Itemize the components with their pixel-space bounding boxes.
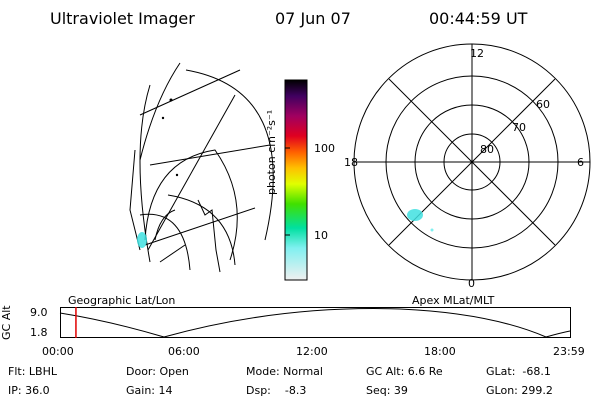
timeline-x-tick-0000: 00:00 <box>42 345 74 358</box>
status-door: Door: Open <box>126 365 189 378</box>
mlt-label-0: 0 <box>468 277 475 290</box>
lat-label-60: 60 <box>536 98 550 111</box>
status-gain: Gain: 14 <box>126 384 173 397</box>
timeline-right-title: Apex MLat/MLT <box>412 294 495 307</box>
date-label: 07 Jun 07 <box>275 9 351 28</box>
mlt-label-6: 6 <box>577 156 584 169</box>
timeline-plot <box>59 307 571 338</box>
polar-plot <box>353 43 591 281</box>
status-ip: IP: 36.0 <box>8 384 50 397</box>
timeline-x-tick-1200: 12:00 <box>296 345 328 358</box>
timeline-x-tick-0600: 06:00 <box>168 345 200 358</box>
status-gc-alt: GC Alt: 6.6 Re <box>366 365 443 378</box>
geographic-map <box>129 62 274 273</box>
colorbar-unit-label: photon cm⁻²s⁻¹ <box>265 109 278 195</box>
status-dsp: Dsp: -8.3 <box>246 384 307 397</box>
status-glon: GLon: 299.2 <box>486 384 553 397</box>
auroral-patch-geo <box>137 232 147 248</box>
status-seq: Seq: 39 <box>366 384 408 397</box>
status-mode: Mode: Normal <box>246 365 323 378</box>
timeline-y-axis-label: GC Alt <box>0 305 13 340</box>
colorbar-tick-10: 10 <box>314 229 328 242</box>
lat-label-80: 80 <box>480 143 494 156</box>
colorbar-tick-100: 100 <box>314 142 335 155</box>
instrument-title: Ultraviolet Imager <box>50 9 195 28</box>
timeline-y-tick-high: 9.0 <box>30 306 48 319</box>
color-bar <box>284 79 308 281</box>
auroral-patch-polar <box>407 209 423 221</box>
status-glat: GLat: -68.1 <box>486 365 551 378</box>
timeline-x-tick-2359: 23:59 <box>553 345 585 358</box>
timeline-left-title: Geographic Lat/Lon <box>68 294 176 307</box>
timeline-x-tick-1800: 18:00 <box>424 345 456 358</box>
mlt-label-12: 12 <box>470 47 484 60</box>
time-label: 00:44:59 UT <box>429 9 528 28</box>
status-flt: Flt: LBHL <box>8 365 57 378</box>
mlt-label-18: 18 <box>344 156 358 169</box>
timeline-y-tick-low: 1.8 <box>30 326 48 339</box>
lat-label-70: 70 <box>512 121 526 134</box>
